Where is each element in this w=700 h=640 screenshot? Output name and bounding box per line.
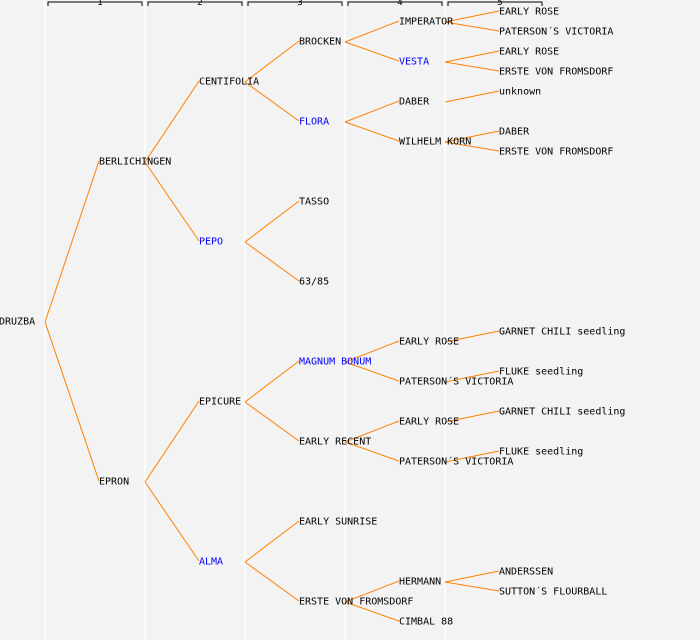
parent-link-line [244,81,300,122]
parent-link-line [144,161,200,242]
generation-bracket [47,1,143,6]
parent-link-line [244,40,300,83]
ancestor-variety[interactable]: CIMBAL 88 [399,616,454,628]
parent-link-line [444,141,500,152]
ancestor-variety[interactable]: unknown [499,86,542,98]
parent-link-line [444,410,500,423]
ancestor-variety[interactable]: EARLY ROSE [399,336,460,348]
parent-link-line [344,361,400,382]
ancestor-variety[interactable]: PEPO [199,236,224,248]
ancestor-variety[interactable]: ANDERSSEN [499,566,554,578]
ancestor-variety[interactable]: GARNET CHILI seedling [499,326,626,338]
generation-header: 4 [397,0,403,8]
parent-link-line [444,50,500,63]
ancestor-variety[interactable]: ERSTE VON FROMSDORF [499,66,614,78]
parent-link-line [444,330,500,343]
ancestor-variety[interactable]: MAGNUM BONUM [299,356,372,368]
parent-link-line [344,100,400,123]
parent-link-line [44,160,100,323]
ancestor-variety[interactable]: DABER [399,96,430,108]
root-variety[interactable]: DRUZBA [0,316,36,328]
parent-link-line [344,41,400,62]
parent-link-line [444,370,500,383]
generation-header: 5 [497,0,503,8]
parent-link-line [444,10,500,23]
parent-link-line [344,420,400,443]
generation-bracket [347,1,443,6]
parent-link-line [44,321,100,482]
ancestor-variety[interactable]: EARLY ROSE [499,6,560,18]
ancestor-variety[interactable]: EARLY ROSE [499,46,560,58]
parent-link-line [444,130,500,143]
generation-header: 2 [197,0,203,8]
ancestor-variety[interactable]: SUTTON´S FLOURBALL [499,586,608,598]
parent-link-line [344,20,400,43]
ancestor-variety[interactable]: HERMANN [399,576,442,588]
parent-link-line [344,441,400,462]
parent-link-line [244,360,300,403]
ancestor-variety[interactable]: FLORA [299,116,330,128]
ancestor-variety[interactable]: PATERSON´S VICTORIA [399,376,514,388]
parent-link-line [444,570,500,583]
parent-link-line [444,21,500,32]
parent-link-line [344,121,400,142]
parent-link-line [244,561,300,602]
ancestor-variety[interactable]: CENTIFOLIA [199,76,260,88]
parent-link-line [344,601,400,622]
ancestor-variety[interactable]: EPICURE [199,396,242,408]
parent-link-line [244,200,300,243]
parent-link-line [444,450,500,463]
ancestor-variety[interactable]: ALMA [199,556,224,568]
generation-bracket [247,1,343,6]
ancestor-variety[interactable]: 63/85 [299,276,330,288]
parent-link-line [244,520,300,563]
parent-link-line [444,61,500,72]
ancestor-variety[interactable]: ERSTE VON FROMSDORF [299,596,414,608]
parent-link-line [144,481,200,562]
ancestor-variety[interactable]: EARLY SUNRISE [299,516,378,528]
ancestor-variety[interactable]: FLUKE seedling [499,366,584,378]
parent-link-line [144,80,200,163]
parent-link-line [344,580,400,603]
generation-bracket [147,1,243,6]
ancestor-variety[interactable]: EARLY ROSE [399,416,460,428]
parent-link-line [444,90,500,103]
generation-bracket [447,1,543,6]
parent-link-line [344,340,400,363]
ancestor-variety[interactable]: VESTA [399,56,430,68]
ancestor-variety[interactable]: ERSTE VON FROMSDORF [499,146,614,158]
ancestor-variety[interactable]: EARLY RECENT [299,436,372,448]
ancestor-variety[interactable]: WILHELM KORN [399,136,472,148]
ancestor-variety[interactable]: BERLICHINGEN [99,156,172,168]
ancestor-variety[interactable]: IMPERATOR [399,16,454,28]
generation-header: 3 [297,0,303,8]
ancestor-variety[interactable]: DABER [499,126,530,138]
ancestor-variety[interactable]: PATERSON´S VICTORIA [399,456,514,468]
ancestor-variety[interactable]: EPRON [99,476,130,488]
parent-link-line [444,581,500,592]
ancestor-variety[interactable]: FLUKE seedling [499,446,584,458]
parent-link-line [244,241,300,282]
ancestor-variety[interactable]: PATERSON´S VICTORIA [499,26,614,38]
generation-header: 1 [97,0,103,8]
ancestor-variety[interactable]: BROCKEN [299,36,342,48]
parent-link-line [144,400,200,483]
ancestor-variety[interactable]: GARNET CHILI seedling [499,406,626,418]
ancestor-variety[interactable]: TASSO [299,196,330,208]
parent-link-line [244,401,300,442]
